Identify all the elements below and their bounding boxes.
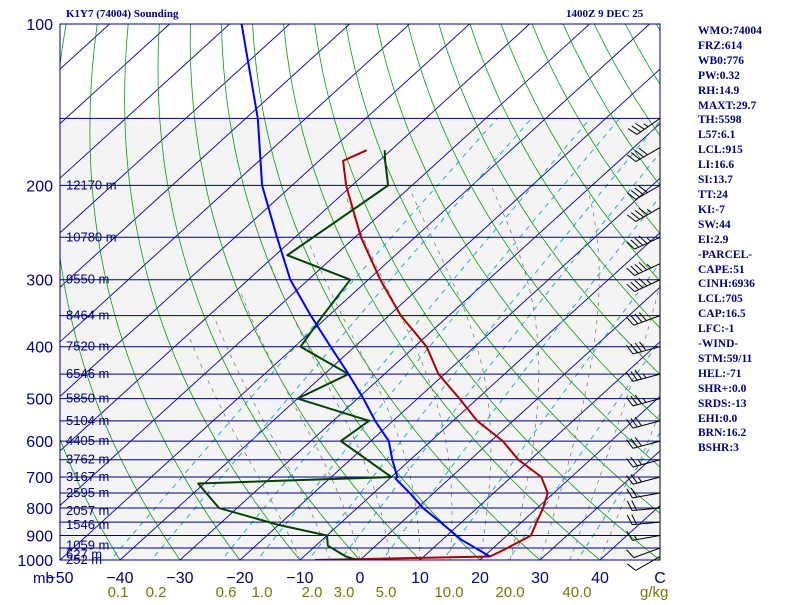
index-line: L57:6.1 — [698, 128, 798, 143]
index-line: -PARCEL- — [698, 248, 798, 263]
index-line: SHR+:0.0 — [698, 382, 798, 397]
pressure-tick-label: 700 — [26, 470, 53, 487]
index-line: RH:14.9 — [698, 84, 798, 99]
temperature-tick-label: 40 — [591, 570, 609, 587]
pressure-tick-label: 100 — [26, 17, 53, 34]
height-label: 8464 m — [66, 308, 109, 323]
height-label: 1546 m — [66, 517, 109, 532]
height-label: 3762 m — [66, 452, 109, 467]
height-label: 5104 m — [66, 413, 109, 428]
pressure-tick-label: 1000 — [17, 553, 53, 570]
index-line: LCL:705 — [698, 292, 798, 307]
index-line: TH:5598 — [698, 113, 798, 128]
index-line: SRDS:-13 — [698, 397, 798, 412]
chart-time: 1400Z 9 DEC 25 — [566, 8, 643, 20]
pressure-tick-label: 900 — [26, 528, 53, 545]
index-line: HEL:-71 — [698, 367, 798, 382]
height-label: 12170 m — [66, 177, 117, 192]
index-line: EHI:0.0 — [698, 412, 798, 427]
height-label: 4405 m — [66, 433, 109, 448]
temperature-tick-label: 10 — [411, 570, 429, 587]
height-label: 5850 m — [66, 391, 109, 406]
index-line: FRZ:614 — [698, 39, 798, 54]
height-label: 1059 m — [66, 538, 109, 553]
index-line: MAXT:29.7 — [698, 99, 798, 114]
temperature-tick-label: 20 — [471, 570, 489, 587]
index-line: CINH:6936 — [698, 277, 798, 292]
height-label: 9550 m — [66, 272, 109, 287]
pressure-tick-label: 800 — [26, 501, 53, 518]
mixing-ratio-unit-label: g/kg — [640, 584, 668, 600]
wind-barb-flag — [627, 564, 635, 571]
height-label: 10780 m — [66, 229, 117, 244]
temperature-tick-label: −30 — [166, 570, 193, 587]
height-label: 2057 m — [66, 503, 109, 518]
temperature-tick-label: 0 — [356, 570, 365, 587]
pressure-tick-label: 400 — [26, 340, 53, 357]
index-line: SI:13.7 — [698, 173, 798, 188]
index-line: WMO:74004 — [698, 24, 798, 39]
mixing-ratio-label: 1.0 — [252, 584, 273, 600]
mixing-ratio-label: 3.0 — [334, 584, 355, 600]
index-line: BSHR:3 — [698, 441, 798, 456]
height-label: 3167 m — [66, 469, 109, 484]
mixing-ratio-label: 0.1 — [108, 584, 129, 600]
pressure-tick-label: 600 — [26, 434, 53, 451]
index-line: EI:2.9 — [698, 233, 798, 248]
index-line: PW:0.32 — [698, 69, 798, 84]
mixing-ratio-label: 0.6 — [216, 584, 237, 600]
index-line: BRN:16.2 — [698, 426, 798, 441]
mixing-ratio-label: 5.0 — [376, 584, 397, 600]
pressure-tick-label: 200 — [26, 178, 53, 195]
index-line: CAPE:51 — [698, 263, 798, 278]
index-line: LCL:915 — [698, 143, 798, 158]
mixing-ratio-label: 40.0 — [562, 584, 591, 600]
temperature-tick-label: −50 — [46, 570, 73, 587]
mixing-ratio-label: 20.0 — [495, 584, 524, 600]
height-label: 2595 m — [66, 485, 109, 500]
pressure-tick-label: 300 — [26, 273, 53, 290]
temperature-tick-label: 30 — [531, 570, 549, 587]
index-line: LFC:-1 — [698, 322, 798, 337]
mixing-ratio-label: 2.0 — [302, 584, 323, 600]
index-line: -WIND- — [698, 337, 798, 352]
chart-title: K1Y7 (74004) Sounding — [66, 8, 178, 20]
index-line: CAP:16.5 — [698, 307, 798, 322]
height-label: 7520 m — [66, 339, 109, 354]
index-line: LI:16.6 — [698, 158, 798, 173]
index-line: TT:24 — [698, 188, 798, 203]
index-line: WB0:776 — [698, 54, 798, 69]
height-label: 6546 m — [66, 366, 109, 381]
index-line: KI:-7 — [698, 203, 798, 218]
mixing-ratio-label: 10.0 — [434, 584, 463, 600]
index-line: SW:44 — [698, 218, 798, 233]
index-line: STM:59/11 — [698, 352, 798, 367]
mixing-ratio-label: 0.2 — [146, 584, 167, 600]
pressure-tick-label: 500 — [26, 392, 53, 409]
